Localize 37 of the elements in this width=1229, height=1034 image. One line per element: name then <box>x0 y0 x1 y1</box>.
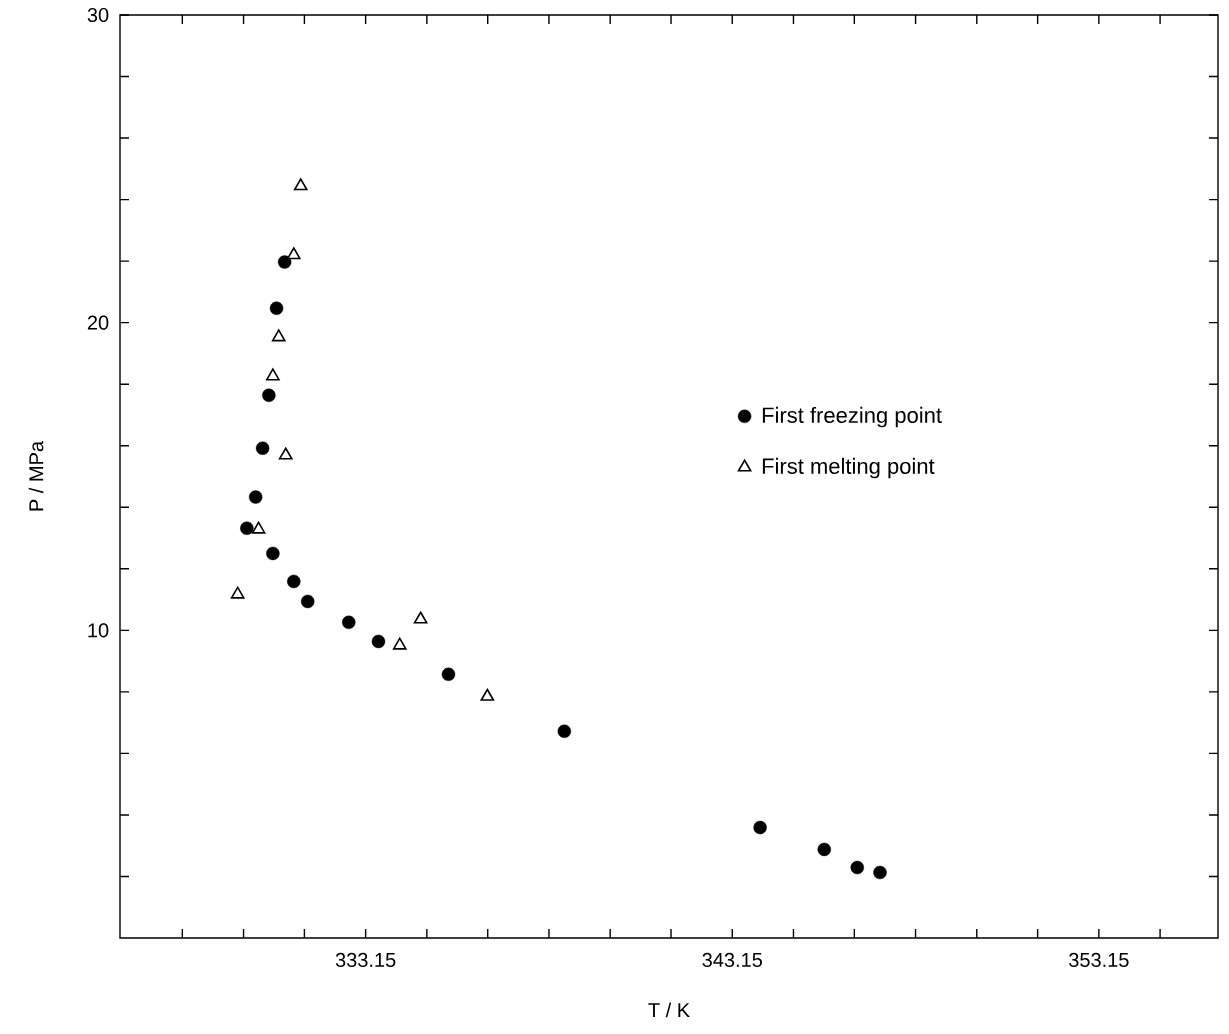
point <box>255 441 270 455</box>
x-axis-title: T / K <box>648 1002 690 1018</box>
legend-label: First freezing point <box>762 406 942 428</box>
x-tick-label: 353.15 <box>1069 952 1129 968</box>
point <box>441 667 456 682</box>
point <box>342 615 356 630</box>
y-axis-title: P / MPa <box>28 440 44 511</box>
point <box>301 594 315 609</box>
point <box>271 329 286 342</box>
point <box>287 574 301 589</box>
legend-label: First melting point <box>762 457 935 479</box>
point <box>266 368 280 381</box>
point <box>278 447 293 460</box>
point <box>251 521 266 534</box>
y-tick-label: 30 <box>87 7 109 23</box>
point <box>266 546 280 561</box>
point <box>286 247 301 260</box>
y-tick-label: 20 <box>87 315 109 330</box>
point <box>277 255 292 269</box>
point <box>293 178 308 191</box>
point <box>248 490 263 504</box>
point <box>480 688 495 701</box>
point <box>413 611 428 624</box>
x-tick-label: 333.15 <box>335 952 396 968</box>
point <box>557 724 572 738</box>
x-tick-label: 343.15 <box>702 952 762 968</box>
y-tick-label: 10 <box>88 623 109 638</box>
point <box>850 860 864 875</box>
point <box>230 586 245 599</box>
point <box>817 842 831 857</box>
point <box>371 634 386 649</box>
point <box>753 820 767 835</box>
point <box>240 521 254 535</box>
point <box>269 301 284 315</box>
point <box>262 388 276 402</box>
point <box>392 637 407 650</box>
point <box>873 865 887 880</box>
